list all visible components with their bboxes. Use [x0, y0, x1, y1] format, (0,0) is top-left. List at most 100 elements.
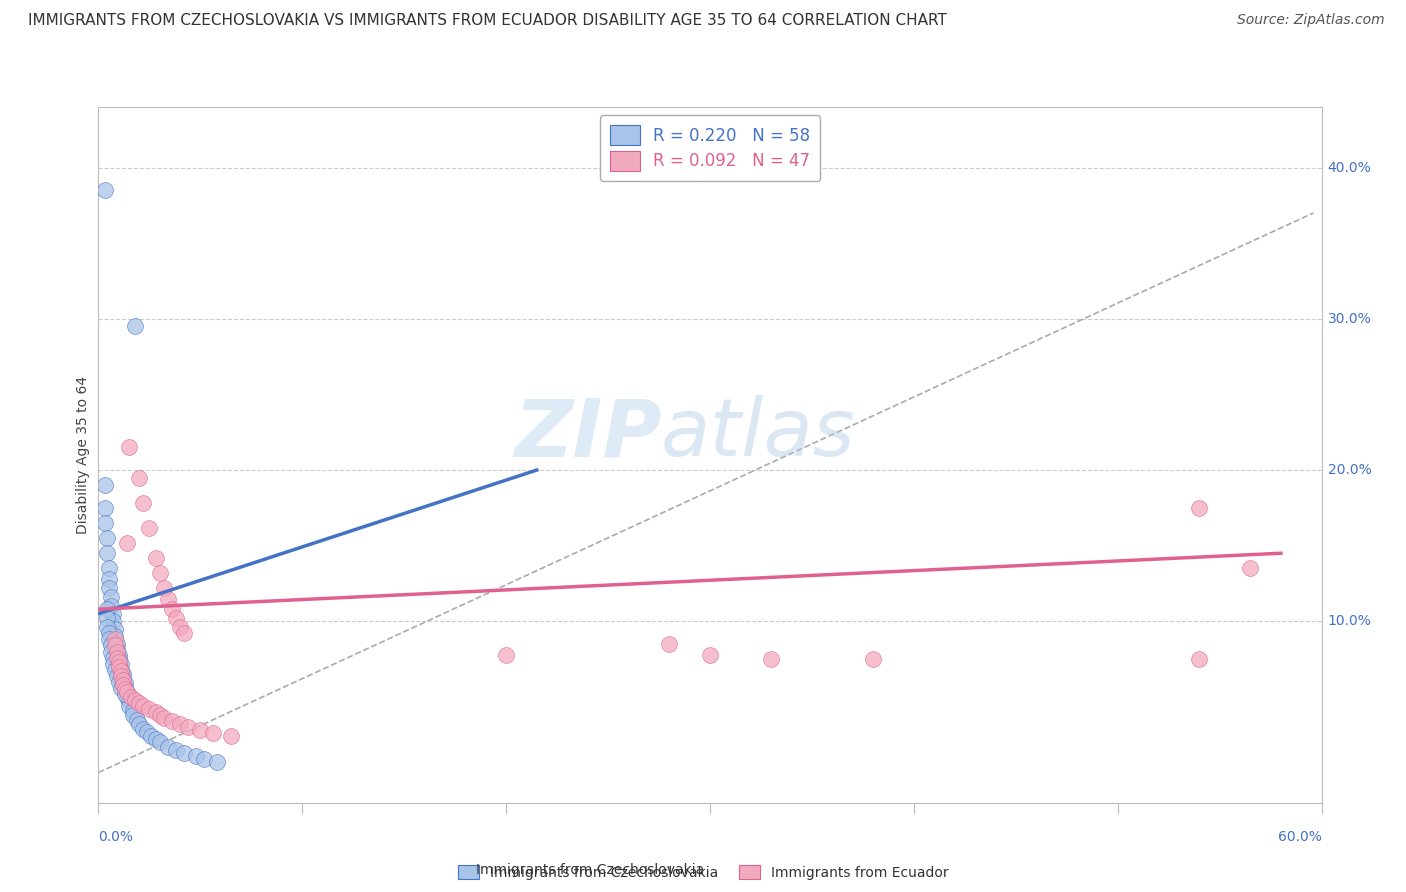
Point	[658, 637, 681, 651]
Point	[205, 755, 228, 769]
Point	[156, 591, 179, 606]
Point	[186, 748, 208, 763]
Text: IMMIGRANTS FROM CZECHOSLOVAKIA VS IMMIGRANTS FROM ECUADOR DISABILITY AGE 35 TO 6: IMMIGRANTS FROM CZECHOSLOVAKIA VS IMMIGR…	[28, 13, 948, 29]
Point	[110, 664, 132, 678]
Point	[100, 590, 122, 604]
Point	[105, 644, 128, 658]
Text: 60.0%: 60.0%	[1278, 830, 1322, 844]
Text: ZIP: ZIP	[513, 395, 661, 473]
Point	[111, 673, 134, 688]
Point	[1188, 652, 1211, 666]
Point	[1239, 561, 1261, 575]
Point	[165, 743, 187, 757]
Point	[495, 648, 517, 662]
Text: atlas: atlas	[661, 395, 856, 473]
Point	[104, 632, 127, 647]
Point	[97, 561, 120, 575]
Point	[114, 676, 136, 690]
Point	[97, 581, 120, 595]
Point	[118, 698, 141, 713]
Point	[193, 752, 215, 766]
Point	[110, 681, 132, 695]
Point	[138, 702, 160, 716]
Point	[149, 708, 172, 723]
Point	[108, 648, 131, 662]
Point	[165, 611, 187, 625]
Point	[177, 720, 200, 734]
Point	[93, 183, 115, 197]
Point	[120, 690, 142, 704]
Point	[110, 663, 132, 677]
Point	[115, 690, 138, 704]
Point	[104, 639, 127, 653]
Point	[108, 659, 131, 673]
Point	[104, 663, 127, 677]
Point	[118, 441, 141, 455]
Point	[124, 319, 146, 334]
Point	[114, 687, 136, 701]
Point	[145, 550, 167, 565]
Point	[97, 626, 120, 640]
Legend: Immigrants from Czechoslovakia, Immigrants from Ecuador: Immigrants from Czechoslovakia, Immigran…	[453, 859, 953, 885]
Point	[101, 607, 124, 621]
Point	[108, 655, 131, 669]
Point	[111, 678, 134, 692]
Point	[93, 500, 115, 515]
Point	[96, 611, 118, 625]
Point	[100, 644, 122, 658]
Point	[96, 602, 118, 616]
Point	[105, 641, 128, 656]
Point	[145, 705, 167, 719]
Point	[118, 694, 141, 708]
Point	[169, 620, 191, 634]
Point	[114, 681, 136, 695]
Point	[761, 652, 783, 666]
Text: 10.0%: 10.0%	[1327, 615, 1372, 628]
Text: 40.0%: 40.0%	[1327, 161, 1371, 175]
Point	[108, 652, 131, 666]
Point	[104, 622, 127, 636]
Point	[173, 746, 195, 760]
Point	[201, 726, 224, 740]
Point	[122, 708, 145, 723]
Point	[105, 669, 128, 683]
Legend: R = 0.220   N = 58, R = 0.092   N = 47: R = 0.220 N = 58, R = 0.092 N = 47	[600, 115, 820, 180]
Text: 20.0%: 20.0%	[1327, 463, 1371, 477]
Point	[93, 478, 115, 492]
Point	[141, 729, 163, 743]
Point	[128, 470, 150, 484]
Point	[132, 496, 155, 510]
Point	[219, 729, 242, 743]
Point	[105, 637, 128, 651]
Text: Source: ZipAtlas.com: Source: ZipAtlas.com	[1237, 13, 1385, 28]
Point	[152, 711, 174, 725]
Point	[160, 602, 183, 616]
Point	[862, 652, 884, 666]
Point	[110, 657, 132, 671]
Point	[96, 546, 118, 560]
Point	[1188, 500, 1211, 515]
Point	[115, 685, 138, 699]
Point	[156, 739, 179, 754]
Text: Immigrants from Czechoslovakia: Immigrants from Czechoslovakia	[477, 863, 704, 877]
Point	[111, 672, 134, 686]
Point	[114, 682, 136, 697]
Point	[149, 566, 172, 580]
Point	[93, 516, 115, 530]
Point	[101, 657, 124, 671]
Point	[132, 698, 155, 713]
Point	[173, 626, 195, 640]
Point	[145, 732, 167, 747]
Point	[110, 669, 132, 683]
Text: 30.0%: 30.0%	[1327, 312, 1371, 326]
Point	[136, 724, 159, 739]
Point	[100, 639, 122, 653]
Point	[97, 632, 120, 647]
Point	[152, 581, 174, 595]
Point	[97, 572, 120, 586]
Point	[122, 704, 145, 718]
Point	[124, 693, 146, 707]
Point	[132, 722, 155, 736]
Point	[138, 520, 160, 534]
Point	[149, 735, 172, 749]
